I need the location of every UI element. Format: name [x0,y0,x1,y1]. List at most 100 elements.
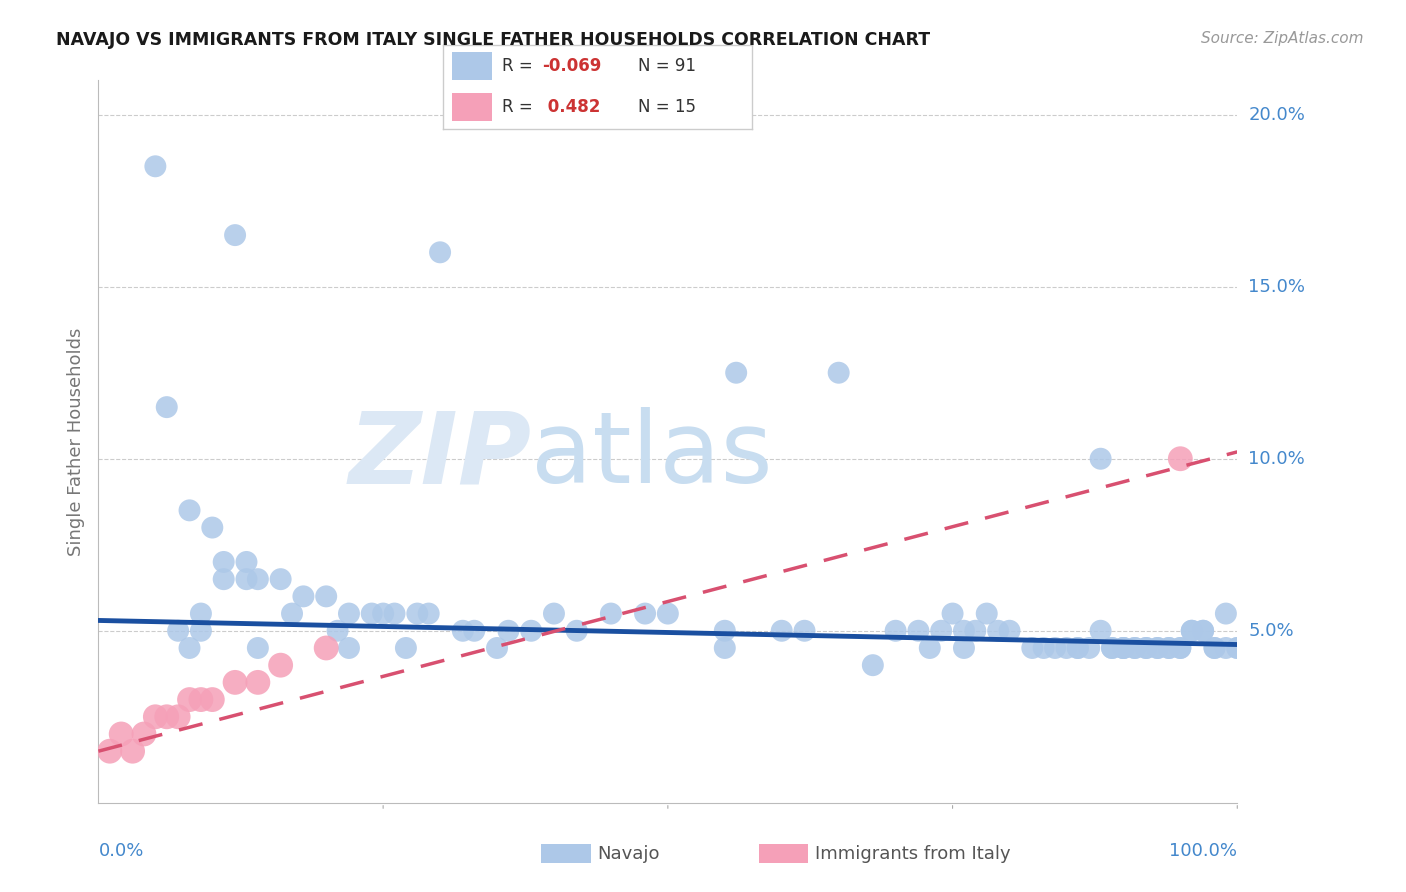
Point [132,727,155,741]
Point [828,366,851,380]
Point [1101,640,1123,655]
Point [246,572,269,586]
Text: 0.482: 0.482 [541,98,600,116]
Point [486,640,509,655]
Text: atlas: atlas [531,408,773,505]
Point [418,607,440,621]
Point [1192,624,1215,638]
Point [953,640,976,655]
Point [212,555,235,569]
Point [395,640,418,655]
Point [987,624,1010,638]
Point [657,607,679,621]
Point [1090,451,1112,466]
Point [1192,624,1215,638]
Point [451,624,474,638]
Point [1170,640,1192,655]
Point [156,710,179,724]
Point [326,624,349,638]
Point [565,624,588,638]
Point [793,624,815,638]
Point [224,675,246,690]
Point [1157,640,1180,655]
Text: Navajo: Navajo [598,845,659,863]
Bar [453,93,492,120]
Point [1215,607,1237,621]
Point [1181,624,1204,638]
Text: 20.0%: 20.0% [1249,105,1305,124]
Point [1170,640,1192,655]
Point [1112,640,1135,655]
Point [167,624,190,638]
Point [1157,640,1180,655]
Text: ZIP: ZIP [349,408,531,505]
Point [201,520,224,534]
Point [201,692,224,706]
Point [406,607,429,621]
Point [1067,640,1090,655]
Point [167,710,190,724]
Point [714,640,737,655]
Y-axis label: Single Father Households: Single Father Households [66,327,84,556]
Point [714,624,737,638]
Point [315,590,337,604]
Point [543,607,565,621]
Point [907,624,929,638]
Point [1170,451,1192,466]
Text: NAVAJO VS IMMIGRANTS FROM ITALY SINGLE FATHER HOUSEHOLDS CORRELATION CHART: NAVAJO VS IMMIGRANTS FROM ITALY SINGLE F… [56,31,931,49]
Point [292,590,315,604]
Text: R =: R = [502,57,537,75]
Point [110,727,132,741]
Point [1032,640,1054,655]
Point [953,624,976,638]
Point [121,744,143,758]
Point [929,624,952,638]
Point [1112,640,1135,655]
Bar [453,53,492,80]
Point [770,624,793,638]
Point [998,624,1021,638]
Point [1067,640,1090,655]
Point [212,572,235,586]
Point [315,640,337,655]
Point [1123,640,1146,655]
Text: Source: ZipAtlas.com: Source: ZipAtlas.com [1201,31,1364,46]
Point [1021,640,1043,655]
Text: 5.0%: 5.0% [1249,622,1294,640]
Point [918,640,941,655]
Point [281,607,304,621]
Point [1181,624,1204,638]
Point [384,607,406,621]
Point [179,692,201,706]
Point [270,572,292,586]
Point [360,607,382,621]
Point [1146,640,1168,655]
Point [600,607,623,621]
Point [1135,640,1157,655]
Point [1078,640,1101,655]
Point [429,245,451,260]
Point [337,640,360,655]
Point [862,658,884,673]
Point [634,607,657,621]
Point [156,400,179,414]
Point [498,624,520,638]
Point [246,640,269,655]
Point [270,658,292,673]
Point [179,503,201,517]
Point [1090,624,1112,638]
Point [725,366,748,380]
Point [224,228,246,243]
Point [1101,640,1123,655]
Point [1226,640,1249,655]
Point [190,607,212,621]
Point [337,607,360,621]
Text: N = 15: N = 15 [638,98,696,116]
Point [463,624,485,638]
Point [1204,640,1226,655]
Text: 0.0%: 0.0% [98,842,143,860]
Point [190,692,212,706]
Point [1204,640,1226,655]
Text: N = 91: N = 91 [638,57,696,75]
Text: 100.0%: 100.0% [1170,842,1237,860]
